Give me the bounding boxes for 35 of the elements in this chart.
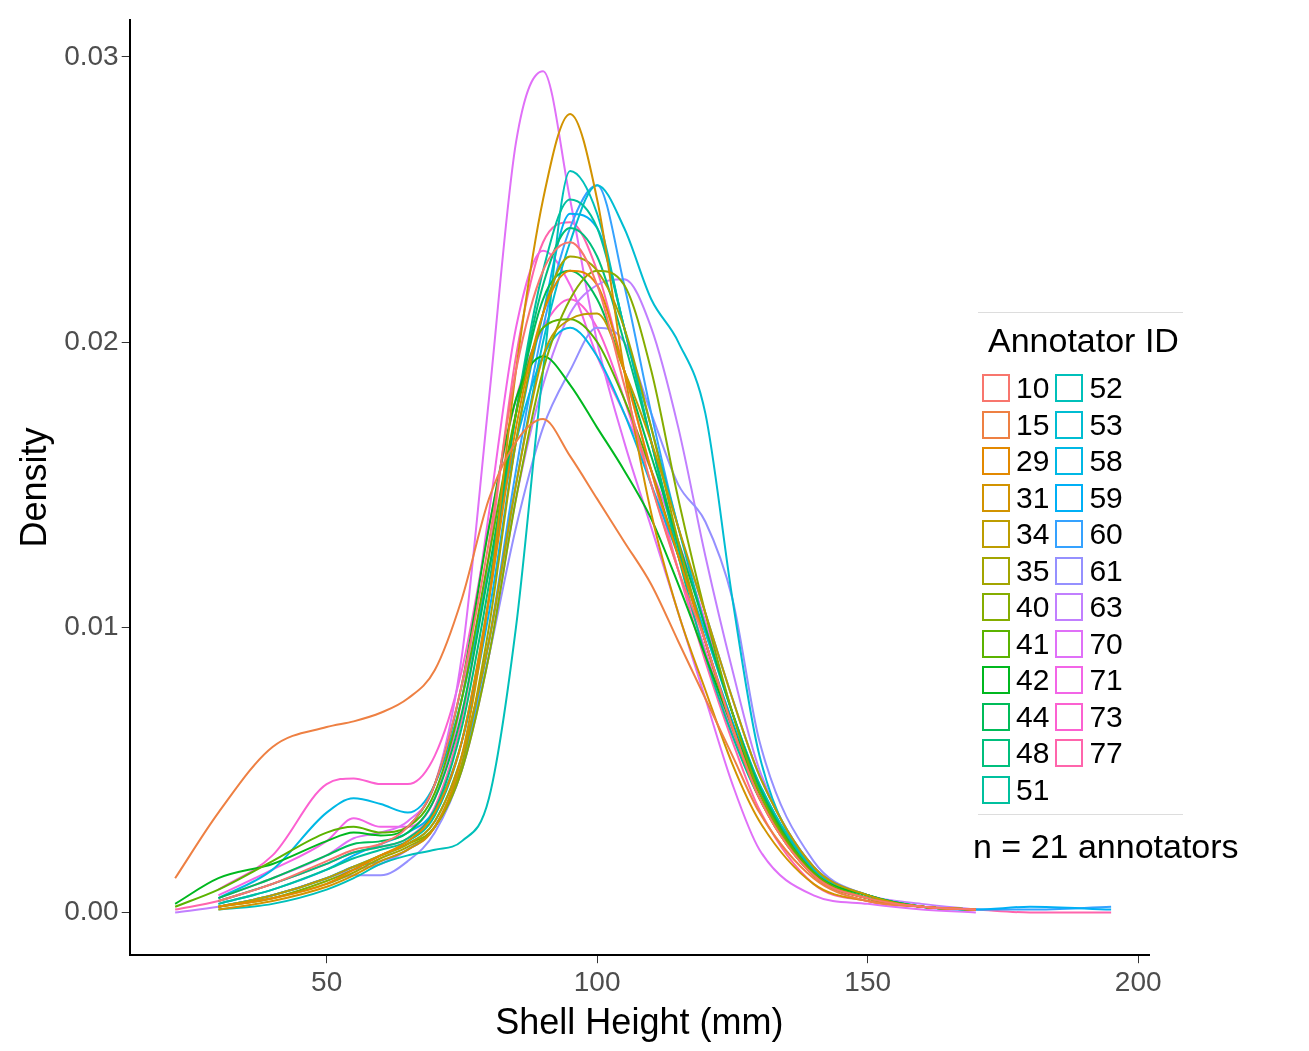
legend-label: 42 (1016, 663, 1050, 698)
y-tick-label: 0.03 (64, 39, 119, 71)
y-axis-title: Density (12, 427, 54, 548)
legend-label: 41 (1016, 626, 1050, 661)
legend-label: 53 (1089, 407, 1123, 442)
x-tick-label: 150 (844, 965, 892, 997)
legend-label: 52 (1089, 371, 1123, 406)
legend-label: 29 (1016, 444, 1050, 479)
legend-label: 48 (1016, 736, 1050, 771)
x-tick-label: 200 (1114, 965, 1162, 997)
legend-label: 71 (1089, 663, 1123, 698)
legend-label: 77 (1089, 736, 1123, 771)
legend-label: 73 (1089, 699, 1123, 734)
legend-label: 60 (1089, 517, 1123, 552)
legend-label: 59 (1089, 480, 1123, 515)
legend-title: Annotator ID (988, 321, 1179, 360)
legend-label: 61 (1089, 553, 1123, 588)
x-tick-label: 100 (573, 965, 621, 997)
legend-label: 35 (1016, 553, 1050, 588)
legend-label: 44 (1016, 699, 1050, 734)
legend-label: 10 (1016, 371, 1050, 406)
x-tick-label: 50 (311, 965, 343, 997)
legend-label: 70 (1089, 626, 1123, 661)
legend-label: 63 (1089, 590, 1123, 625)
y-tick-label: 0.01 (64, 609, 119, 641)
x-axis-title: Shell Height (mm) (495, 1001, 784, 1043)
annotation: n = 21 annotators (973, 827, 1239, 866)
legend-label: 40 (1016, 590, 1050, 625)
y-tick-label: 0.02 (64, 324, 119, 356)
legend-label: 34 (1016, 517, 1050, 552)
legend-label: 15 (1016, 407, 1050, 442)
legend-label: 31 (1016, 480, 1050, 515)
legend-label: 58 (1089, 444, 1123, 479)
legend-label: 51 (1016, 772, 1050, 807)
y-tick-label: 0.00 (64, 895, 119, 927)
